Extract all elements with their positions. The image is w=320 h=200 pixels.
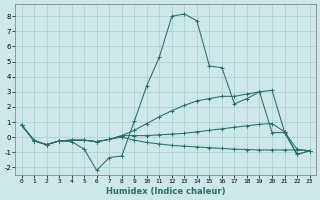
- X-axis label: Humidex (Indice chaleur): Humidex (Indice chaleur): [106, 187, 225, 196]
